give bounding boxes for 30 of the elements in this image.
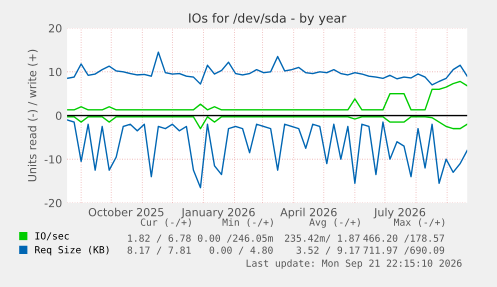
text: Last update: Mon Sep 21 22:15:10 2026 (246, 259, 462, 269)
text: Min (-/+) (222, 218, 273, 227)
text: Avg (-/+) (309, 218, 360, 228)
y-axis-title: Units read (-) / write (+) (28, 50, 38, 182)
y-tick-label: 10 (49, 68, 62, 76)
text: 711.97 /690.09 (364, 246, 444, 255)
legend-label: Req Size (KB) (35, 246, 109, 256)
text: 235.42m/ 1.87 (284, 234, 360, 243)
text: 466.20 /178.57 (363, 234, 444, 243)
line-series (67, 116, 468, 130)
y-tick-label: -10 (44, 155, 62, 164)
text: 1.82 / 6.78 (128, 234, 191, 243)
y-tick-label: 0 (56, 111, 62, 120)
y-tick-label: -20 (44, 198, 62, 208)
line-series (67, 51, 468, 86)
text: 3.52 / 9.17 (296, 246, 360, 255)
text: 0.00 /246.05m (198, 234, 273, 243)
legend-label: IO/sec (35, 232, 69, 240)
x-tick-label: April 2026 (280, 208, 337, 219)
chart-title: IOs for /dev/sda - by year (189, 13, 346, 26)
y-tick-label: 20 (48, 24, 62, 33)
x-tick-label: July 2026 (374, 208, 426, 219)
line-series (67, 80, 468, 111)
text: Cur (-/+) (140, 218, 191, 227)
text: Max (-/+) (394, 218, 444, 227)
text: 8.17 / 7.81 (128, 246, 191, 255)
text: 0.00 / 4.80 (210, 246, 273, 255)
line-series (67, 119, 468, 188)
x-tick-label: October 2025 (88, 208, 164, 216)
x-tick-label: January 2026 (180, 208, 255, 219)
